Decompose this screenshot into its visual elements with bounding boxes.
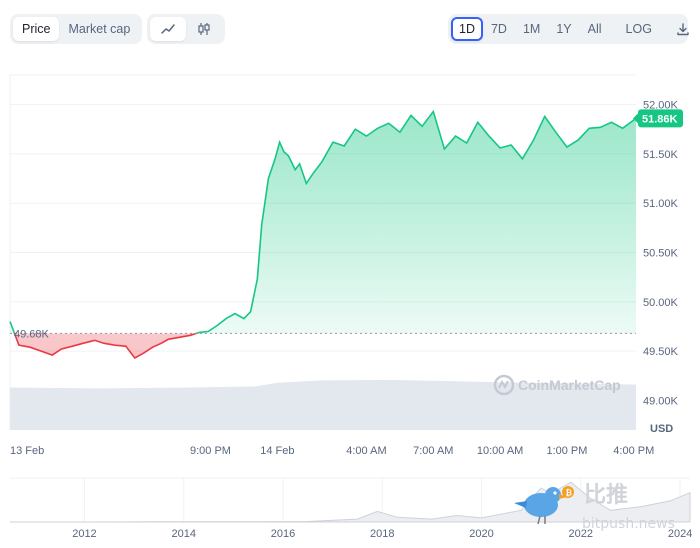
bitpush-url-text: bitpush.news	[582, 516, 675, 532]
navigator-tick-label: 2018	[370, 528, 394, 540]
coinmarketcap-watermark-text: CoinMarketCap	[518, 377, 621, 393]
y-tick-label: 51.00K	[643, 198, 679, 210]
navigator-x-axis: 2012 2014 2016 2018 2020 2022 2024	[72, 528, 692, 540]
x-tick-label: 13 Feb	[10, 445, 44, 457]
price-area-up-extension	[10, 111, 636, 334]
navigator-area	[10, 481, 691, 523]
price-line	[9, 109, 637, 360]
range-all[interactable]: All	[587, 22, 602, 36]
bitpush-cn-text: 比推	[584, 483, 628, 508]
bitpush-watermark: ₿ 比推 bitpush.news	[514, 483, 675, 532]
current-price-badge: 51.86K	[633, 109, 683, 128]
navigator-tick-label: 2024	[668, 528, 692, 540]
y-axis: 52.00K 51.50K 51.00K 50.50K 50.00K 49.50K 49.0…	[643, 100, 679, 408]
price-area-down	[14, 333, 197, 358]
y-tick-label: 52.00K	[643, 100, 679, 112]
x-tick-label: 9:00 PM	[190, 445, 231, 457]
y-tick-label: 51.50K	[643, 149, 679, 161]
svg-text:₿: ₿	[566, 489, 573, 498]
price-line-down	[13, 333, 200, 360]
metric-toggle: Price Market cap	[10, 14, 143, 44]
y-tick-label: 50.50K	[643, 248, 679, 260]
currency-label: USD	[650, 423, 673, 435]
line-chart-icon	[161, 24, 175, 34]
x-tick-label: 1:00 PM	[546, 445, 587, 457]
volume-area	[10, 379, 636, 430]
navigator-tick-label: 2012	[72, 528, 96, 540]
price-area	[10, 111, 636, 358]
download-icon	[677, 23, 689, 36]
navigator-tick-label: 2022	[569, 528, 593, 540]
x-tick-label: 7:00 AM	[413, 445, 453, 457]
navigator[interactable]	[10, 477, 691, 523]
tab-market-cap[interactable]: Market cap	[68, 22, 131, 36]
x-tick-label: 10:00 AM	[477, 445, 523, 457]
range-7d[interactable]: 7D	[490, 22, 507, 36]
y-tick-label: 50.00K	[643, 297, 679, 309]
y-tick-label: 49.00K	[643, 395, 679, 407]
navigator-tick-label: 2014	[171, 528, 195, 540]
chart-type-toggle	[147, 14, 225, 44]
navigator-tick-label: 2016	[271, 528, 295, 540]
y-tick-label: 49.50K	[643, 346, 679, 358]
x-tick-label: 4:00 PM	[613, 445, 654, 457]
download-button[interactable]	[668, 17, 698, 41]
current-price-pointer	[633, 113, 638, 124]
bird-logo-icon: ₿	[514, 486, 574, 525]
candlestick-icon	[198, 23, 210, 35]
range-1y[interactable]: 1Y	[556, 22, 572, 36]
reference-label: 49.68K	[14, 328, 50, 340]
x-tick-label: 4:00 AM	[346, 445, 386, 457]
coinmarketcap-watermark: CoinMarketCap	[493, 374, 621, 396]
tab-price[interactable]: Price	[13, 17, 60, 41]
log-scale-button[interactable]: LOG	[625, 22, 652, 36]
time-range-toggle: 1D 7D 1M 1Y All LOG	[448, 14, 689, 44]
navigator-tick-label: 2020	[469, 528, 493, 540]
price-line-up	[9, 109, 637, 334]
line-chart-button[interactable]	[150, 17, 186, 41]
candlestick-button[interactable]	[186, 17, 222, 41]
x-tick-label: 14 Feb	[260, 445, 294, 457]
volume-shape	[10, 379, 636, 430]
x-axis: 13 Feb 9:00 PM 14 Feb 4:00 AM 7:00 AM 10:00 A…	[10, 445, 654, 457]
range-1m[interactable]: 1M	[522, 22, 541, 36]
range-1d[interactable]: 1D	[451, 17, 483, 41]
current-price-text: 51.86K	[642, 113, 678, 125]
